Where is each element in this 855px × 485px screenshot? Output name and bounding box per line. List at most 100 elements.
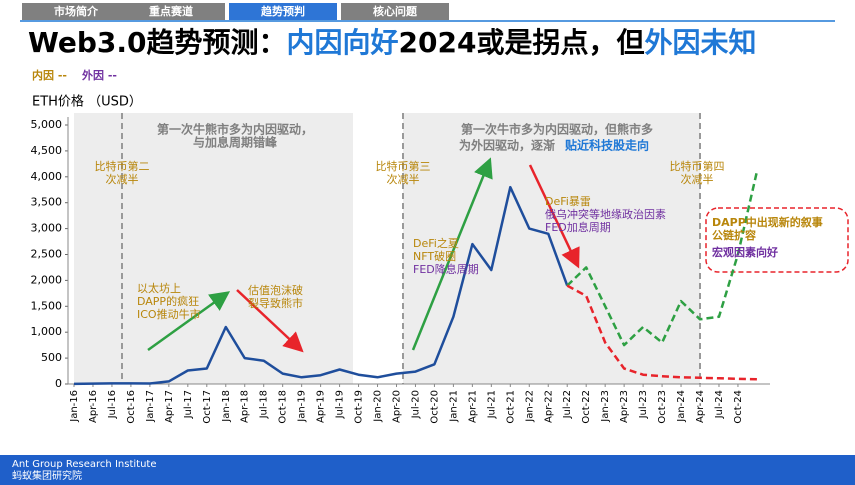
footer-bar bbox=[0, 455, 855, 485]
x-tick-label: Jul-23 bbox=[638, 390, 649, 419]
tab bbox=[22, 3, 130, 20]
x-tick-label: Jul-24 bbox=[714, 390, 725, 419]
x-tick-label: Oct-23 bbox=[657, 390, 668, 424]
y-tick-label: 500 bbox=[41, 351, 62, 364]
y-tick-label: 2,500 bbox=[31, 248, 63, 261]
x-tick-label: Oct-20 bbox=[429, 390, 440, 424]
x-tick-label: Oct-21 bbox=[505, 390, 516, 424]
tab-label: 趋势预判 bbox=[261, 4, 305, 18]
x-tick-label: Jan-22 bbox=[524, 390, 535, 423]
tab-label: 重点赛道 bbox=[149, 4, 193, 18]
tab-label: 市场简介 bbox=[54, 4, 99, 18]
annotation: 贴近科技股走向 bbox=[565, 138, 649, 153]
annotation: 与加息周期错峰 bbox=[193, 135, 278, 150]
annotation: 估值泡沫破 bbox=[248, 283, 303, 297]
x-tick-label: Jan-21 bbox=[448, 390, 459, 423]
x-tick-label: Apr-16 bbox=[88, 390, 99, 423]
annotation: 为外因驱动，逐渐 bbox=[459, 138, 555, 153]
tab bbox=[229, 3, 337, 20]
annotation: 比特币第二 bbox=[95, 159, 150, 173]
y-tick-label: 4,500 bbox=[31, 144, 63, 157]
annotation: DAPP的疯狂 bbox=[137, 294, 199, 308]
legend-entry: 外因 -- bbox=[81, 68, 117, 82]
y-tick-label: 2,000 bbox=[31, 273, 63, 286]
x-tick-label: Apr-24 bbox=[695, 390, 706, 423]
x-tick-label: Jul-17 bbox=[183, 390, 194, 419]
tab bbox=[341, 3, 449, 20]
arrow bbox=[528, 164, 580, 269]
x-tick-label: Jan-19 bbox=[297, 390, 308, 423]
footer-org-en: Ant Group Research Institute bbox=[12, 459, 156, 470]
x-tick-label: Jul-19 bbox=[335, 390, 346, 419]
x-tick-label: Jan-24 bbox=[676, 390, 687, 423]
annotation: FED降息周期 bbox=[413, 262, 479, 276]
y-tick-label: 4,000 bbox=[31, 170, 63, 183]
arrow bbox=[236, 289, 304, 353]
annotation: 公链扩容 bbox=[712, 228, 756, 242]
annotation: 俄乌冲突等地缘政治因素 bbox=[545, 207, 666, 221]
annotation: 第一次牛市多为内因驱动，但熊市多 bbox=[461, 122, 653, 137]
x-tick-label: Oct-16 bbox=[126, 390, 137, 424]
x-tick-label: Apr-20 bbox=[391, 390, 402, 423]
period-shade bbox=[403, 113, 700, 384]
annotation: 以太坊上 bbox=[137, 281, 181, 295]
slide-title: Web3.0趋势预测：内因向好2024或是拐点，但外因未知 bbox=[28, 26, 757, 59]
title-part: Web3.0趋势预测： bbox=[28, 26, 287, 59]
annotation: 次减半 bbox=[387, 172, 420, 186]
x-tick-label: Apr-17 bbox=[164, 390, 175, 423]
x-tick-label: Oct-22 bbox=[581, 390, 592, 424]
series-line bbox=[566, 284, 757, 381]
title-part: 2024或是拐点，但 bbox=[399, 26, 645, 59]
x-tick-label: Jul-22 bbox=[562, 390, 573, 419]
annotation: ICO推动牛市 bbox=[137, 307, 201, 321]
x-tick-label: Jan-23 bbox=[600, 390, 611, 423]
x-tick-label: Apr-21 bbox=[467, 390, 478, 423]
x-tick-label: Jul-16 bbox=[107, 390, 118, 419]
x-tick-label: Jul-18 bbox=[259, 390, 270, 419]
x-tick-label: Jan-18 bbox=[221, 390, 232, 423]
x-tick-label: Oct-24 bbox=[733, 390, 744, 424]
period-shade bbox=[74, 113, 353, 384]
footer-org-cn: 蚂蚁集团研究院 bbox=[12, 469, 82, 482]
y-tick-label: 5,000 bbox=[31, 118, 63, 131]
series-line bbox=[566, 171, 759, 347]
x-tick-label: Jan-16 bbox=[69, 390, 80, 423]
x-tick-label: Oct-19 bbox=[354, 390, 365, 424]
legend-entry: 内因 -- bbox=[32, 68, 67, 82]
annotation: FED加息周期 bbox=[545, 220, 611, 234]
x-tick-label: Oct-17 bbox=[202, 390, 213, 424]
shaded-periods bbox=[74, 113, 701, 384]
arrow bbox=[147, 291, 231, 352]
x-tick-label: Apr-23 bbox=[619, 390, 630, 423]
tab bbox=[117, 3, 225, 20]
y-tick-label: 1,000 bbox=[31, 325, 63, 338]
annotation: 次减半 bbox=[681, 172, 714, 186]
y-tick-label: 3,000 bbox=[31, 222, 63, 235]
annotation: NFT破圈 bbox=[413, 249, 456, 263]
annotation: DeFi暴雷 bbox=[545, 195, 591, 208]
y-tick-label: 3,500 bbox=[31, 196, 63, 209]
annotation: 比特币第四 bbox=[670, 159, 725, 173]
annotation: 裂导致熊市 bbox=[248, 296, 303, 310]
tab-label: 核心问题 bbox=[373, 4, 418, 18]
x-tick-label: Jul-20 bbox=[410, 390, 421, 419]
y-tick-label: 1,500 bbox=[31, 299, 63, 312]
y-tick-label: 0 bbox=[55, 377, 62, 390]
title-part: 内因向好 bbox=[287, 26, 399, 59]
x-tick-label: Apr-19 bbox=[316, 390, 327, 423]
x-tick-label: Jan-20 bbox=[373, 390, 384, 423]
annotation: DeFi之夏 bbox=[413, 236, 459, 250]
annotation: 次减半 bbox=[106, 172, 139, 186]
annotation: 宏观因素向好 bbox=[712, 245, 778, 259]
x-tick-label: Oct-18 bbox=[278, 390, 289, 424]
forecast-box bbox=[705, 207, 849, 273]
x-tick-label: Jan-17 bbox=[145, 390, 156, 423]
title-part: 外因未知 bbox=[644, 26, 756, 59]
annotation: 比特币第三 bbox=[376, 159, 431, 173]
x-tick-label: Apr-22 bbox=[543, 390, 554, 423]
annotation: 第一次牛熊市多为内因驱动， bbox=[157, 122, 313, 137]
series-line bbox=[73, 185, 569, 386]
arrows bbox=[147, 157, 580, 353]
arrow bbox=[411, 157, 493, 351]
